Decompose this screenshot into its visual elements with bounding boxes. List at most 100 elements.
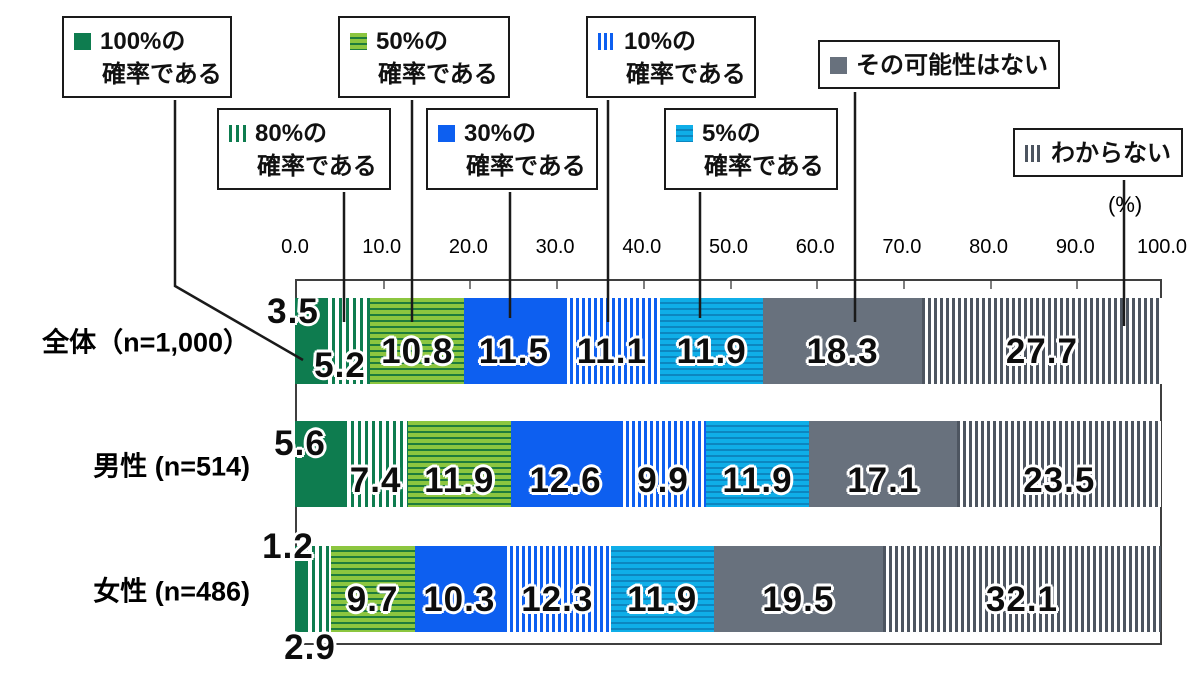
- legend-line1: 30%の: [438, 117, 586, 150]
- axis-tick-label: 100.0: [1136, 236, 1188, 258]
- legend-swatch-dont-know-icon: [1025, 145, 1042, 162]
- axis-tick-label: 10.0: [362, 236, 402, 258]
- axis-tick-label: 60.0: [795, 236, 835, 258]
- legend-item-5pct: 5%の 確率である: [664, 108, 838, 190]
- legend-line1: 5%の: [676, 117, 826, 150]
- category-label: 女性 (n=486): [93, 576, 250, 607]
- value-label: 3.5: [267, 292, 319, 331]
- value-label: 12.6: [529, 461, 602, 500]
- value-label: 23.5: [1023, 461, 1096, 500]
- axis-tick-mark: [989, 281, 992, 289]
- legend-label-line2: 確率である: [102, 61, 222, 88]
- legend-label: その可能性はない: [856, 52, 1048, 79]
- bar-segment: [705, 421, 810, 507]
- value-label: 12.3: [521, 580, 594, 619]
- legend-label: 50%の: [376, 28, 449, 55]
- legend-item-50pct: 50%の 確率である: [338, 16, 510, 98]
- legend-label: 10%の: [624, 28, 697, 55]
- value-label: 7.4: [349, 461, 402, 500]
- value-label: 11.5: [478, 332, 550, 371]
- legend-line1: 10%の: [598, 25, 744, 58]
- legend-line1: 50%の: [350, 25, 498, 58]
- bar-segment: [809, 421, 958, 507]
- value-label: 10.8: [381, 332, 454, 371]
- legend-item-dont-know: わからない: [1013, 128, 1183, 177]
- bar-segment: [713, 546, 883, 632]
- legend-item-100pct: 100%の 確率である: [62, 16, 232, 98]
- legend-line1: その可能性はない: [830, 49, 1048, 82]
- value-label: 10.3: [423, 580, 496, 619]
- axis-tick-label: 70.0: [882, 236, 922, 258]
- legend-label-line2: 確率である: [626, 61, 746, 88]
- legend-swatch-50pct-icon: [350, 33, 367, 50]
- value-label: 1.2: [262, 527, 314, 566]
- legend-swatch-80pct-icon: [229, 125, 246, 142]
- bar-segment: [882, 546, 1162, 632]
- legend-line1: わからない: [1025, 137, 1171, 170]
- bar-segment: [330, 546, 415, 632]
- legend-item-30pct: 30%の 確率である: [426, 108, 598, 190]
- value-label: 11.9: [424, 461, 495, 500]
- axis-tick-mark: [556, 281, 559, 289]
- bar-segment: [325, 298, 371, 384]
- value-label: 11.9: [627, 580, 698, 619]
- bar-segment: [921, 298, 1162, 384]
- legend-swatch-10pct-icon: [598, 33, 615, 50]
- value-label: 27.7: [1005, 332, 1078, 371]
- legend-swatch-no-chance-icon: [830, 57, 847, 74]
- value-label: 5.2: [314, 346, 366, 385]
- bar-segment: [563, 298, 660, 384]
- value-label: 9.9: [637, 461, 689, 500]
- value-label: 9.7: [346, 580, 399, 619]
- bar-segment: [343, 421, 408, 507]
- legend-label: 30%の: [464, 120, 537, 147]
- bar-segment: [660, 298, 764, 384]
- axis-tick-label: 30.0: [535, 236, 575, 258]
- value-label: 18.3: [806, 332, 879, 371]
- axis-tick-label: 80.0: [969, 236, 1009, 258]
- legend-swatch-100pct-icon: [74, 33, 91, 50]
- value-label: 11.1: [576, 332, 647, 371]
- legend-label-line2: 確率である: [378, 61, 498, 88]
- bar-segment: [503, 546, 611, 632]
- value-label: 5.6: [274, 424, 326, 463]
- bar-segment: [464, 298, 564, 384]
- bar-segment: [407, 421, 511, 507]
- axis-tick-mark: [382, 281, 385, 289]
- legend-item-no-chance: その可能性はない: [818, 40, 1060, 89]
- value-label: 19.5: [762, 580, 835, 619]
- bar-segment: [370, 298, 465, 384]
- legend-swatch-5pct-icon: [676, 125, 693, 142]
- legend-label-line2: 確率である: [704, 153, 824, 180]
- legend-item-80pct: 80%の 確率である: [217, 108, 391, 190]
- axis-tick-mark: [729, 281, 732, 289]
- value-label: 11.9: [676, 332, 747, 371]
- bar-segment: [305, 546, 331, 632]
- legend-label: 100%の: [100, 28, 186, 55]
- bar-segment: [295, 546, 306, 632]
- axis-tick-mark: [469, 281, 472, 289]
- bar-segment: [763, 298, 922, 384]
- axis-tick-label: 50.0: [709, 236, 748, 258]
- value-label: 17.1: [847, 461, 920, 500]
- axis-tick-label: 40.0: [622, 236, 662, 258]
- legend-label: 80%の: [255, 120, 328, 147]
- legend-line1: 100%の: [74, 25, 220, 58]
- legend-line1: 80%の: [229, 117, 379, 150]
- legend-label: 5%の: [702, 120, 761, 147]
- bar-segment: [510, 421, 621, 507]
- category-label: 全体（n=1,000）: [42, 327, 250, 358]
- bar-segment: [414, 546, 504, 632]
- axis-tick-label: 20.0: [448, 236, 488, 258]
- value-label: 11.9: [722, 461, 793, 500]
- category-label: 男性 (n=514): [93, 451, 250, 482]
- axis-tick-mark: [1076, 281, 1079, 289]
- value-label: 32.1: [985, 580, 1059, 619]
- legend-swatch-30pct-icon: [438, 125, 455, 142]
- bar-segment: [295, 421, 344, 507]
- axis-tick-label: 0.0: [281, 236, 309, 258]
- axis-tick-mark: [902, 281, 905, 289]
- axis-tick-mark: [642, 281, 645, 289]
- legend-label: わからない: [1051, 140, 1171, 167]
